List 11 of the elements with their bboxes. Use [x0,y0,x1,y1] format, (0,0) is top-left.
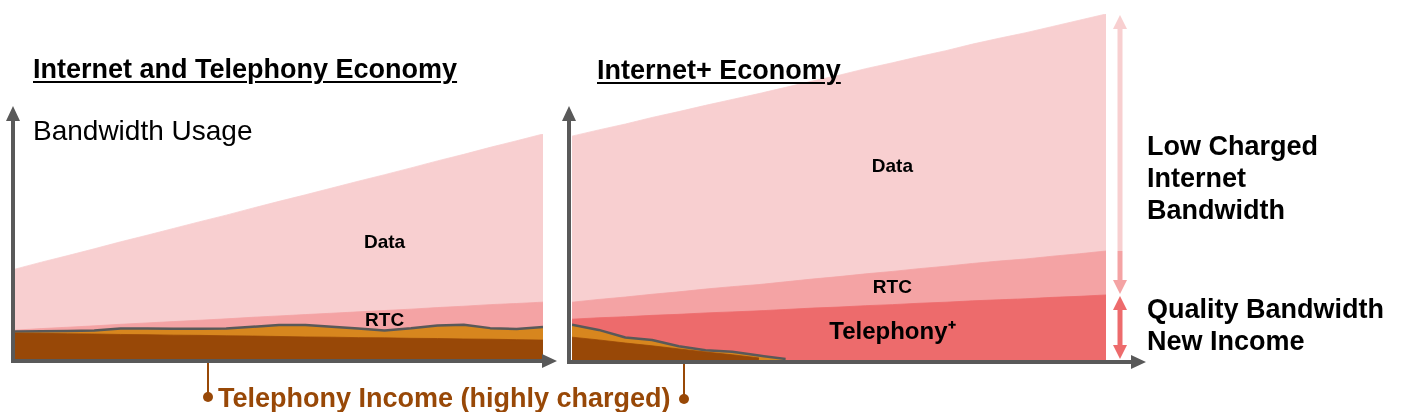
text: Telephony Income (highly charged) [218,383,671,412]
series-label: Data [364,230,406,252]
series-label: Data [871,155,914,177]
text: Low Charged Internet Bandwidth [1147,130,1319,226]
text: Internet+ Economy [597,55,841,85]
y-axis-title: Bandwidth Usage [33,115,253,147]
text: Quality Bandwidth New Income [1147,293,1385,357]
series-label: RTC [872,276,913,298]
chart-title: Internet and Telephony Economy [33,54,458,84]
series-label: RTC [365,308,405,330]
series-label: Telephony⁺ [829,316,956,344]
